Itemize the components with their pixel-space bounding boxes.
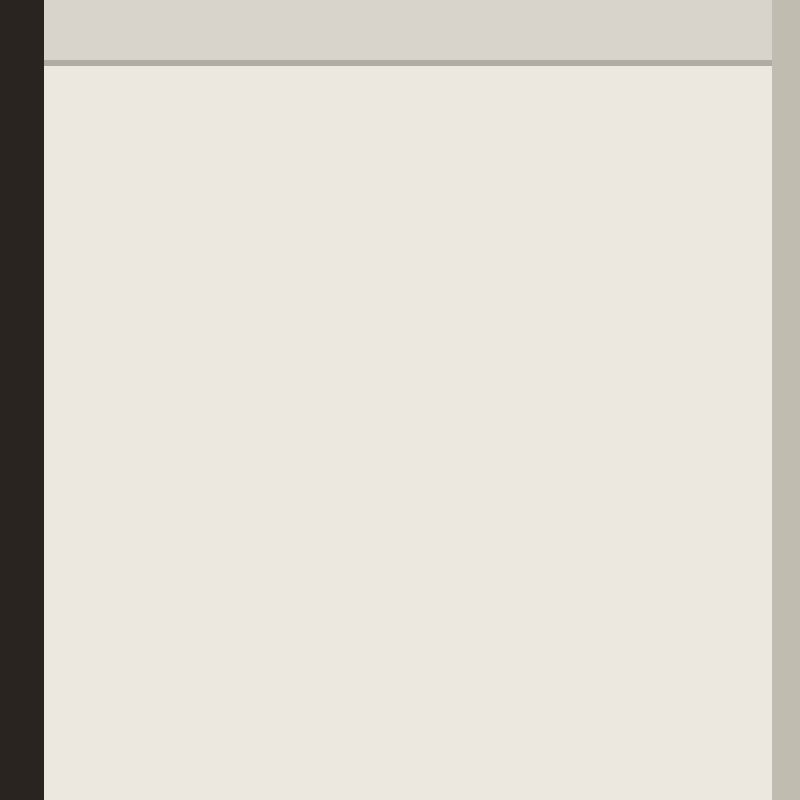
Text: Finish: Finish [464, 78, 516, 93]
Text: The second step of the construction is to draw the perpendicular bisector of $\o: The second step of the construction is t… [85, 506, 576, 526]
Text: The diagram below shows the start and finish diagrams of a construction using a : The diagram below shows the start and fi… [58, 75, 742, 89]
Text: The construction is of a line perpendicular to $\overleftrightarrow{FG}$ from a : The construction is of a line perpendicu… [85, 397, 537, 414]
Text: F: F [368, 238, 376, 252]
Text: W: W [428, 238, 442, 252]
Text: F: F [86, 225, 94, 239]
FancyBboxPatch shape [62, 547, 77, 562]
Text: G: G [224, 225, 236, 239]
FancyBboxPatch shape [62, 474, 77, 489]
Text: Which of the following statements are true about this construction?  Select: Which of the following statements are tr… [58, 362, 533, 374]
Text: all: all [523, 362, 540, 374]
Text: G: G [594, 238, 606, 252]
FancyBboxPatch shape [62, 510, 77, 526]
Text: Start: Start [143, 122, 187, 138]
Text: The second step of the construction is to draw the perpendicular bisector of $\o: The second step of the construction is t… [85, 543, 579, 562]
Text: that apply.: that apply. [545, 362, 615, 374]
Text: Y: Y [518, 238, 526, 252]
Text: The first step of the construction is to draw a circle with center X.: The first step of the construction is to… [85, 435, 488, 449]
FancyBboxPatch shape [62, 399, 77, 414]
Text: X: X [160, 225, 170, 239]
Text: X: X [486, 238, 494, 252]
Text: MYA-Math-Geo-CBT-2020-2021 : Section 1 - No Calculator Section   Que: MYA-Math-Geo-CBT-2020-2021 : Section 1 -… [134, 38, 666, 51]
Text: The first step of the construction is to draw the perpendicular bisector of $\ov: The first step of the construction is to… [85, 470, 559, 489]
FancyBboxPatch shape [62, 437, 77, 451]
